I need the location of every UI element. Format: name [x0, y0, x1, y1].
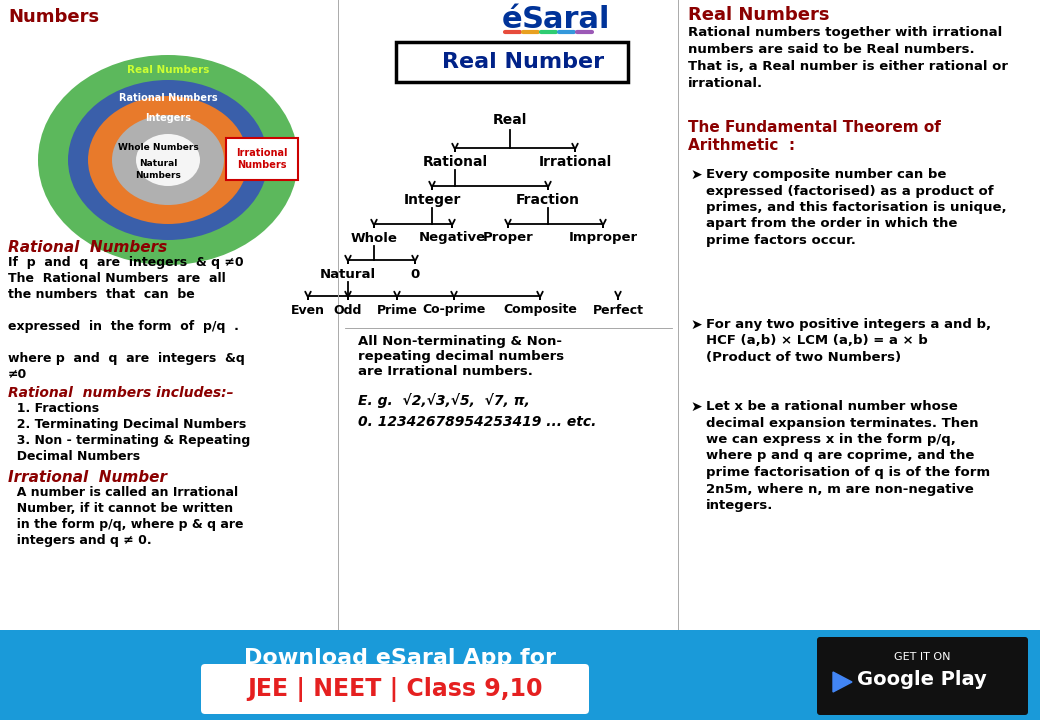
Text: Natural: Natural	[320, 268, 376, 281]
Text: Real: Real	[493, 113, 527, 127]
FancyBboxPatch shape	[201, 664, 589, 714]
Text: Rational numbers together with irrational
numbers are said to be Real numbers.
T: Rational numbers together with irrationa…	[688, 26, 1008, 90]
FancyBboxPatch shape	[0, 630, 1040, 720]
Text: The Fundamental Theorem of: The Fundamental Theorem of	[688, 120, 941, 135]
Text: Improper: Improper	[569, 232, 638, 245]
Text: For any two positive integers a and b,
HCF (a,b) × LCM (a,b) = a × b
(Product of: For any two positive integers a and b, H…	[706, 318, 991, 364]
Text: GET IT ON: GET IT ON	[893, 652, 951, 662]
Text: 3. Non - terminating & Repeating: 3. Non - terminating & Repeating	[8, 434, 251, 447]
Text: Even: Even	[291, 304, 324, 317]
Text: Irrational
Numbers: Irrational Numbers	[236, 148, 288, 170]
Polygon shape	[833, 672, 852, 692]
Text: ➤: ➤	[690, 400, 702, 414]
Text: 0. 12342678954253419 ... etc.: 0. 12342678954253419 ... etc.	[358, 415, 596, 429]
FancyBboxPatch shape	[226, 138, 298, 180]
Text: Whole: Whole	[350, 232, 397, 245]
Text: ≠0: ≠0	[8, 368, 27, 381]
Text: integers and q ≠ 0.: integers and q ≠ 0.	[8, 534, 152, 547]
Ellipse shape	[112, 115, 224, 205]
Text: Google Play: Google Play	[857, 670, 987, 689]
Text: Integers: Integers	[145, 113, 191, 123]
Text: Prime: Prime	[376, 304, 417, 317]
Text: é: é	[502, 5, 523, 34]
Text: Numbers: Numbers	[8, 8, 99, 26]
Text: Numbers: Numbers	[135, 171, 181, 181]
Text: All Non-terminating & Non-
repeating decimal numbers
are Irrational numbers.: All Non-terminating & Non- repeating dec…	[358, 335, 564, 378]
Text: Number, if it cannot be written: Number, if it cannot be written	[8, 502, 233, 515]
Ellipse shape	[38, 55, 298, 265]
Ellipse shape	[88, 96, 248, 224]
Text: Rational  numbers includes:–: Rational numbers includes:–	[8, 386, 234, 400]
Text: Every composite number can be
expressed (factorised) as a product of
primes, and: Every composite number can be expressed …	[706, 168, 1007, 247]
Ellipse shape	[136, 134, 200, 186]
Text: Arithmetic  :: Arithmetic :	[688, 138, 796, 153]
Text: Odd: Odd	[334, 304, 362, 317]
Text: Real Number: Real Number	[442, 52, 604, 72]
Text: Irrational: Irrational	[539, 155, 612, 169]
Text: Co-prime: Co-prime	[422, 304, 486, 317]
Text: Composite: Composite	[503, 304, 577, 317]
Text: 1. Fractions: 1. Fractions	[8, 402, 99, 415]
Text: JEE | NEET | Class 9,10: JEE | NEET | Class 9,10	[248, 677, 543, 701]
Text: Whole Numbers: Whole Numbers	[118, 143, 199, 151]
FancyBboxPatch shape	[396, 42, 628, 82]
Text: A number is called an Irrational: A number is called an Irrational	[8, 486, 238, 499]
Text: Real Numbers: Real Numbers	[127, 65, 209, 75]
Text: Real Numbers: Real Numbers	[688, 6, 830, 24]
Text: E. g.  √2,√3,√5,  √7, π,: E. g. √2,√3,√5, √7, π,	[358, 393, 529, 408]
Text: in the form p/q, where p & q are: in the form p/q, where p & q are	[8, 518, 243, 531]
Text: 0: 0	[411, 268, 419, 281]
Text: the numbers  that  can  be: the numbers that can be	[8, 288, 194, 301]
Text: Rational: Rational	[422, 155, 488, 169]
Text: Rational  Numbers: Rational Numbers	[8, 240, 167, 255]
Text: Perfect: Perfect	[593, 304, 644, 317]
Text: Fraction: Fraction	[516, 193, 580, 207]
Text: If  p  and  q  are  integers  & q ≠0: If p and q are integers & q ≠0	[8, 256, 243, 269]
Text: Let x be a rational number whose
decimal expansion terminates. Then
we can expre: Let x be a rational number whose decimal…	[706, 400, 990, 512]
Text: ➤: ➤	[690, 168, 702, 182]
Text: Download eSaral App for: Download eSaral App for	[244, 648, 556, 668]
Text: Rational Numbers: Rational Numbers	[119, 93, 217, 103]
Ellipse shape	[68, 80, 268, 240]
Text: Irrational  Number: Irrational Number	[8, 470, 167, 485]
FancyBboxPatch shape	[817, 637, 1028, 715]
Text: Decimal Numbers: Decimal Numbers	[8, 450, 140, 463]
Text: 2. Terminating Decimal Numbers: 2. Terminating Decimal Numbers	[8, 418, 246, 431]
Text: Integer: Integer	[404, 193, 461, 207]
Text: Proper: Proper	[483, 232, 534, 245]
Text: Natural: Natural	[138, 160, 177, 168]
Text: Negative: Negative	[418, 232, 486, 245]
Text: The  Rational Numbers  are  all: The Rational Numbers are all	[8, 272, 226, 285]
Text: expressed  in  the form  of  p/q  .: expressed in the form of p/q .	[8, 320, 239, 333]
Text: ➤: ➤	[690, 318, 702, 332]
Text: Saral: Saral	[522, 5, 610, 34]
Text: where p  and  q  are  integers  &q: where p and q are integers &q	[8, 352, 244, 365]
